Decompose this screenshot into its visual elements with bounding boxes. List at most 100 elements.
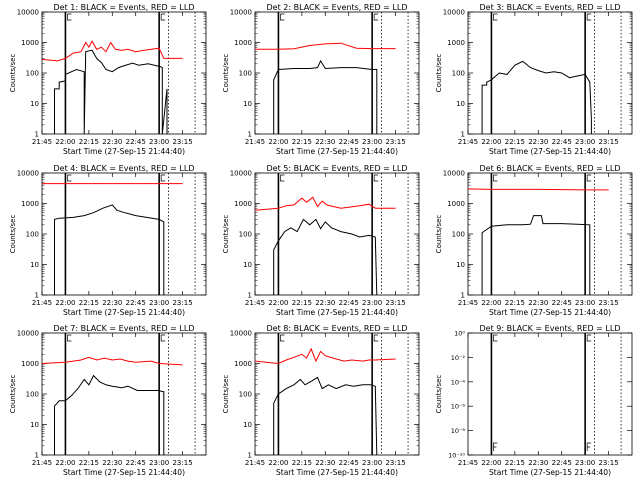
y-tick-label: 100 bbox=[26, 391, 39, 399]
panel-det-1: Det 1: BLACK = Events, RED = LLD Counts/s… bbox=[9, 3, 207, 156]
plot-frame bbox=[254, 172, 420, 296]
y-axis-label: Counts/sec bbox=[435, 375, 443, 414]
y-axis-label: Counts/sec bbox=[222, 215, 230, 254]
panel-det-8: Det 8: BLACK = Events, RED = LLD Counts/s… bbox=[222, 324, 420, 477]
interval-marker-flag bbox=[373, 334, 379, 342]
interval-marker-flag bbox=[493, 334, 498, 342]
panel-det-2: Det 2: BLACK = Events, RED = LLD Counts/s… bbox=[222, 3, 420, 156]
interval-marker-flag bbox=[493, 174, 498, 182]
interval-marker-flag bbox=[67, 13, 72, 21]
x-tick-label: 23:00 bbox=[149, 459, 169, 467]
x-tick-label: 22:30 bbox=[528, 299, 548, 307]
x-axis-label: Start Time (27-Sep-15 21:44:40) bbox=[276, 468, 398, 477]
y-tick-label: 1 bbox=[248, 131, 252, 139]
y-tick-label: 100 bbox=[239, 231, 252, 239]
interval-marker-flag bbox=[280, 334, 285, 342]
interval-marker-flag bbox=[586, 442, 592, 451]
y-tick-label: 10 bbox=[243, 261, 252, 269]
x-tick-label: 23:15 bbox=[598, 299, 618, 307]
events-series-line bbox=[481, 215, 591, 295]
x-tick-label: 22:00 bbox=[268, 138, 288, 146]
y-tick-label: 10000 bbox=[443, 170, 465, 178]
x-axis-label: Start Time (27-Sep-15 21:44:40) bbox=[489, 468, 611, 477]
y-tick-label: 100 bbox=[452, 231, 465, 239]
y-tick-label: 1000 bbox=[447, 39, 465, 47]
x-tick-label: 22:15 bbox=[505, 459, 525, 467]
panel-title: Det 7: BLACK = Events, RED = LLD bbox=[54, 324, 195, 333]
panel-det-4: Det 4: BLACK = Events, RED = LLD Counts/s… bbox=[9, 164, 207, 317]
x-axis-label: Start Time (27-Sep-15 21:44:40) bbox=[489, 308, 611, 317]
x-tick-label: 23:00 bbox=[149, 138, 169, 146]
interval-marker-flag bbox=[67, 334, 72, 342]
interval-marker-flag bbox=[586, 334, 592, 342]
y-tick-label: 10 bbox=[30, 261, 39, 269]
x-tick-label: 23:00 bbox=[575, 299, 595, 307]
y-tick-label: 10 bbox=[456, 100, 465, 108]
x-tick-label: 22:00 bbox=[481, 138, 501, 146]
lld-series-line bbox=[41, 356, 183, 366]
x-tick-label: 22:30 bbox=[315, 299, 335, 307]
y-tick-label: 1 bbox=[461, 292, 465, 300]
interval-marker-flag bbox=[160, 13, 166, 21]
x-tick-label: 22:45 bbox=[339, 138, 359, 146]
x-tick-label: 21:45 bbox=[32, 138, 52, 146]
lld-series-line bbox=[255, 42, 396, 50]
panel-det-6: Det 6: BLACK = Events, RED = LLD Counts/s… bbox=[435, 164, 633, 317]
x-axis-label: Start Time (27-Sep-15 21:44:40) bbox=[276, 308, 398, 317]
y-axis-label: Counts/sec bbox=[222, 54, 230, 93]
lld-series-line bbox=[467, 188, 609, 191]
x-tick-label: 22:15 bbox=[79, 299, 99, 307]
y-axis-label: Counts/sec bbox=[435, 54, 443, 93]
x-tick-label: 22:45 bbox=[126, 299, 146, 307]
interval-marker-flag bbox=[280, 13, 285, 21]
events-series-line bbox=[481, 60, 592, 134]
plot-frame bbox=[254, 11, 420, 135]
x-tick-label: 23:15 bbox=[385, 459, 405, 467]
y-tick-label: 1 bbox=[35, 292, 39, 300]
y-tick-label: 10 bbox=[243, 421, 252, 429]
y-axis-label: Counts/sec bbox=[9, 215, 17, 254]
events-series-line bbox=[273, 376, 378, 456]
plot-frame bbox=[41, 11, 207, 135]
x-tick-label: 21:45 bbox=[458, 138, 478, 146]
interval-marker-flag bbox=[67, 174, 72, 182]
y-tick-label: 10⁻² bbox=[451, 354, 466, 362]
y-tick-label: 1000 bbox=[234, 360, 252, 368]
y-tick-label: 1 bbox=[461, 131, 465, 139]
panel-title: Det 4: BLACK = Events, RED = LLD bbox=[54, 164, 195, 173]
panel-title: Det 6: BLACK = Events, RED = LLD bbox=[480, 164, 621, 173]
interval-marker-flag bbox=[586, 174, 592, 182]
y-tick-label: 1000 bbox=[21, 39, 39, 47]
x-tick-label: 22:45 bbox=[552, 299, 572, 307]
x-axis-label: Start Time (27-Sep-15 21:44:40) bbox=[489, 147, 611, 156]
panel-det-9: Det 9: BLACK = Events, RED = LLD Counts/s… bbox=[435, 324, 633, 477]
plot-frame bbox=[41, 332, 207, 456]
y-tick-label: 1000 bbox=[447, 200, 465, 208]
y-tick-label: 10 bbox=[30, 100, 39, 108]
plot-frame bbox=[467, 332, 633, 456]
y-tick-label: 100 bbox=[26, 70, 39, 78]
y-tick-label: 10000 bbox=[230, 170, 252, 178]
y-tick-label: 10 bbox=[30, 421, 39, 429]
interval-marker-flag bbox=[280, 174, 285, 182]
y-tick-label: 10⁻¹⁰ bbox=[448, 452, 465, 460]
x-tick-label: 22:30 bbox=[315, 138, 335, 146]
x-tick-label: 23:00 bbox=[362, 459, 382, 467]
x-tick-label: 22:00 bbox=[55, 299, 75, 307]
x-tick-label: 21:45 bbox=[32, 459, 52, 467]
y-tick-label: 1 bbox=[248, 452, 252, 460]
x-tick-label: 22:15 bbox=[292, 459, 312, 467]
y-axis-label: Counts/sec bbox=[9, 375, 17, 414]
y-tick-label: 10000 bbox=[230, 9, 252, 17]
y-tick-label: 10⁻⁴ bbox=[451, 378, 466, 386]
x-tick-label: 21:45 bbox=[32, 299, 52, 307]
x-tick-label: 22:45 bbox=[126, 459, 146, 467]
x-tick-label: 23:00 bbox=[575, 138, 595, 146]
y-axis-label: Counts/sec bbox=[222, 375, 230, 414]
y-tick-label: 100 bbox=[239, 391, 252, 399]
lld-series-line bbox=[254, 196, 396, 211]
panel-title: Det 3: BLACK = Events, RED = LLD bbox=[480, 3, 621, 12]
y-tick-label: 10⁰ bbox=[454, 330, 465, 338]
y-tick-label: 1000 bbox=[234, 200, 252, 208]
